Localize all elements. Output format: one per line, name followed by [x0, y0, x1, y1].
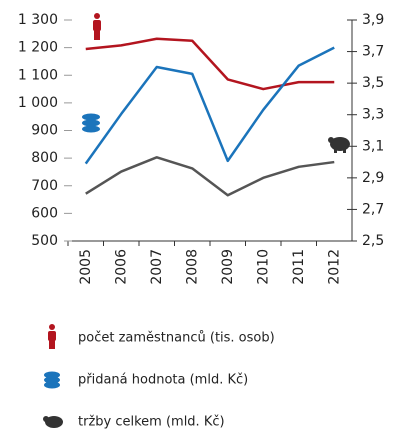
legend-icon — [43, 416, 63, 428]
icon-coins — [82, 113, 100, 133]
y2-tick-label: 3,3 — [362, 107, 384, 123]
legend-label: tržby celkem (mld. Kč) — [78, 415, 225, 430]
legend-label: přidaná hodnota (mld. Kč) — [78, 373, 248, 388]
series-line — [85, 37, 335, 91]
y-tick-label: 900 — [31, 123, 58, 139]
y-tick-label: 700 — [31, 178, 58, 194]
x-tick-label: 2006 — [113, 249, 129, 285]
y2-tick-label: 2,5 — [362, 233, 384, 249]
x-tick-label: 2009 — [220, 249, 236, 285]
y-tick-label: 1 200 — [18, 40, 58, 56]
series-line — [85, 156, 335, 197]
y-tick-label: 1 000 — [18, 95, 58, 111]
x-tick-label: 2008 — [184, 249, 200, 285]
y2-tick-label: 3,9 — [362, 12, 384, 28]
y-tick-label: 500 — [31, 233, 58, 249]
x-tick-label: 2007 — [149, 249, 165, 285]
x-tick-label: 2012 — [326, 249, 342, 285]
legend-icon — [44, 371, 60, 389]
legend-icon — [48, 324, 56, 349]
icon-piggy — [328, 137, 350, 153]
y2-tick-label: 3,5 — [362, 75, 384, 91]
y2-tick-label: 3,1 — [362, 138, 384, 154]
legend-label: počet zaměstnanců (tis. osob) — [78, 331, 275, 346]
x-tick-label: 2005 — [78, 249, 94, 285]
y-tick-label: 1 300 — [18, 12, 58, 28]
y-tick-label: 600 — [31, 205, 58, 221]
y-tick-label: 1 100 — [18, 67, 58, 83]
y2-tick-label: 2,7 — [362, 201, 384, 217]
x-tick-label: 2010 — [255, 249, 271, 285]
icon-person — [93, 13, 101, 40]
y2-tick-label: 3,7 — [362, 44, 384, 60]
y-tick-label: 800 — [31, 150, 58, 166]
y2-tick-label: 2,9 — [362, 170, 384, 186]
legend: počet zaměstnanců (tis. osob) přidaná ho… — [43, 324, 275, 430]
x-tick-label: 2011 — [291, 249, 307, 285]
series-line — [84, 46, 335, 165]
